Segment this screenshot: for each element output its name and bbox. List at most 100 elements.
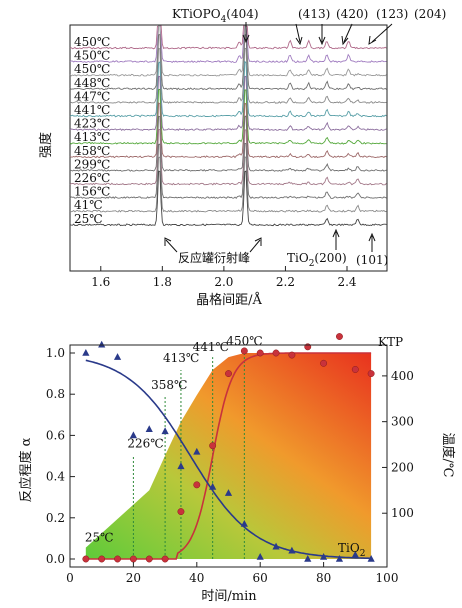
temperature-label: 423℃ (74, 117, 110, 131)
data-points (82, 333, 375, 563)
diffraction-x-ticks: 1.6 1.8 2.0 2.2 2.4 (91, 266, 357, 289)
diffraction-trace (69, 25, 387, 77)
ktp-data-point (336, 333, 343, 340)
diffraction-trace (69, 25, 387, 64)
diffraction-y-axis-label: 强度 (38, 132, 54, 158)
ktp-data-point (225, 370, 232, 378)
tio2-data-point (304, 555, 312, 562)
diffraction-trace (69, 34, 387, 91)
diffraction-trace (69, 25, 387, 50)
x-tick-label: 0 (66, 571, 74, 585)
temperature-label: 450℃ (74, 49, 110, 63)
x-tick-label: 2.0 (214, 275, 233, 289)
diffraction-trace (69, 129, 387, 186)
ktp-420-label: (420) (336, 7, 368, 21)
temperature-marker-label: 441℃ (193, 340, 229, 354)
temperature-label: 25℃ (74, 212, 103, 226)
tio2-data-point (272, 542, 280, 550)
ktp-data-point (193, 481, 201, 489)
ktp-data-point (114, 555, 122, 563)
temperature-marker-label: 226℃ (127, 437, 163, 451)
ktp-data-point (82, 555, 90, 563)
tio2-data-point (351, 550, 359, 558)
x-tick-label: 2.2 (276, 275, 295, 289)
diffraction-panel: 450℃450℃450℃448℃447℃441℃423℃413℃458℃299℃… (38, 7, 446, 308)
x-tick-label: 2.4 (337, 275, 356, 289)
ktp-data-point (209, 442, 217, 450)
diffraction-x-axis-label: 晶格间距/Å (196, 292, 262, 308)
ktp-data-point (161, 555, 169, 563)
ktp-data-point (145, 555, 153, 563)
tio2-data-point (161, 427, 169, 435)
y-tick-label: 1.0 (46, 346, 65, 360)
diffraction-trace (69, 88, 387, 145)
x-tick-label: 100 (376, 571, 399, 585)
temperature-label: 450℃ (74, 35, 110, 49)
reaction-right-axis-label: 温度/℃ (440, 433, 456, 478)
reaction-left-axis-label: 反应程度 α (18, 437, 34, 502)
temperature-label: 226℃ (74, 171, 110, 185)
right-y-tick-label: 300 (391, 415, 414, 429)
x-tick-label: 60 (253, 571, 268, 585)
y-tick-label: 0.6 (46, 428, 65, 442)
tio2-data-point (145, 425, 153, 433)
ktp-peak-arrows (242, 22, 393, 46)
tio2-data-point (82, 349, 90, 356)
temperature-marker-label: 450℃ (226, 334, 262, 348)
y-tick-label: 0.0 (46, 552, 65, 566)
ktp-413-label: (413) (298, 7, 330, 21)
tio2-data-point (224, 489, 233, 496)
diffraction-plot-frame (69, 24, 388, 272)
diffraction-trace (69, 47, 387, 104)
diffraction-trace (69, 75, 387, 132)
ktp-data-point (272, 349, 280, 357)
ktp-data-point (129, 555, 137, 563)
tio2-data-point (256, 552, 264, 560)
ktp-204-label: (204) (414, 7, 446, 21)
reaction-x-axis-label: 时间/min (201, 589, 257, 604)
diffraction-trace (69, 142, 387, 200)
reaction-plot-frame (69, 344, 388, 568)
ktp-data-point (256, 349, 264, 357)
temperature-marker-label: 25℃ (85, 531, 114, 545)
tio2-101-label: (101) (356, 253, 388, 267)
temperature-label: 299℃ (74, 157, 110, 171)
y-tick-label: 0.2 (46, 511, 65, 525)
tio2-data-point (209, 482, 217, 490)
x-tick-label: 1.8 (153, 275, 172, 289)
diffraction-trace (69, 60, 387, 118)
temperature-labels: 450℃450℃450℃448℃447℃441℃423℃413℃458℃299℃… (74, 35, 110, 226)
diffraction-trace (69, 102, 387, 159)
x-tick-label: 1.6 (91, 275, 110, 289)
vessel-peak-label: 反应罐衍射峰 (178, 250, 250, 265)
x-tick-label: 40 (189, 571, 204, 585)
temperature-label: 447℃ (74, 89, 110, 103)
ktp-peak-label: KTiOPO4(404) (172, 7, 259, 25)
tio2-data-point (113, 353, 122, 360)
temperature-area (85, 353, 372, 559)
vessel-arrows (164, 237, 262, 253)
tio2-data-point (288, 546, 296, 554)
temperature-label: 156℃ (74, 185, 110, 199)
tio2-data-point (177, 462, 185, 470)
ktp-data-point (240, 347, 248, 355)
tio2-data-point (335, 555, 344, 562)
temperature-label: 458℃ (74, 144, 110, 158)
ktp-data-point (177, 508, 185, 516)
tio2-data-point (193, 447, 201, 455)
temperature-marker-label: 413℃ (163, 351, 199, 365)
temperature-label: 448℃ (74, 76, 110, 90)
temperature-label: 41℃ (74, 198, 103, 212)
y-tick-label: 0.8 (46, 387, 65, 401)
tio2-data-point (240, 519, 248, 527)
reaction-axis-ticks: 0 20 40 60 80 100 0.0 0.2 0.4 0.6 0.8 1.0 100 200 300 4… (46, 346, 414, 585)
tio2-data-point (98, 340, 106, 348)
ktp-data-point (320, 359, 328, 367)
ktp-data-point (98, 555, 106, 563)
temperature-label: 441℃ (74, 103, 110, 117)
y-tick-label: 0.4 (46, 470, 65, 484)
tio2-data-point (129, 431, 137, 439)
diffraction-trace (69, 170, 387, 227)
temperature-marker-label: 358℃ (151, 378, 187, 392)
